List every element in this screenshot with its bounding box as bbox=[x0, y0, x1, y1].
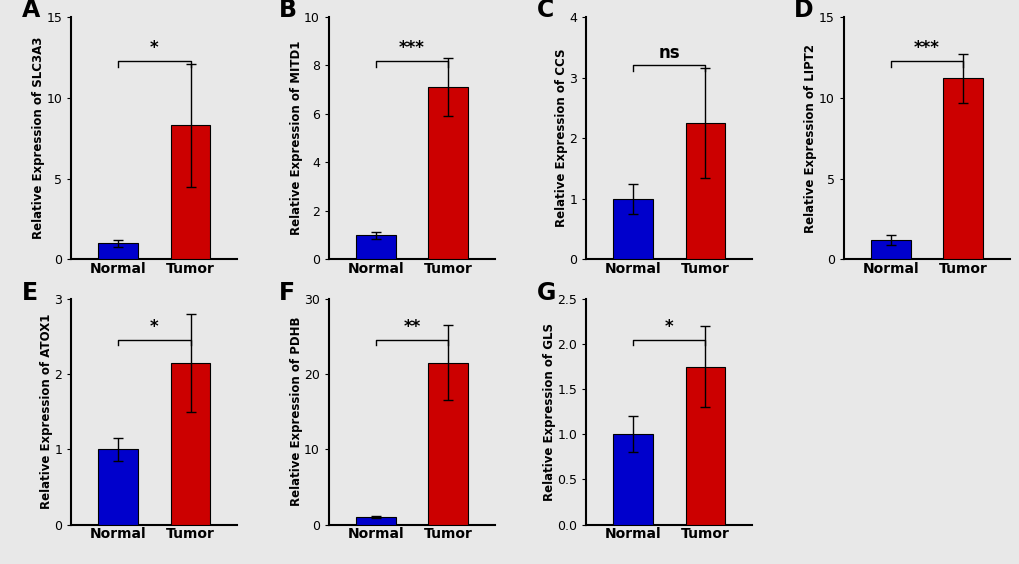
Bar bbox=[428, 363, 468, 525]
Text: ns: ns bbox=[658, 44, 680, 62]
Text: B: B bbox=[279, 0, 297, 21]
Bar bbox=[170, 125, 210, 259]
Bar bbox=[685, 367, 725, 525]
Bar bbox=[612, 434, 652, 525]
Y-axis label: Relative Expression of ATOX1: Relative Expression of ATOX1 bbox=[40, 314, 53, 509]
Bar bbox=[428, 87, 468, 259]
Bar bbox=[612, 199, 652, 259]
Text: E: E bbox=[21, 281, 38, 305]
Y-axis label: Relative Expression of SLC3A3: Relative Expression of SLC3A3 bbox=[32, 37, 45, 239]
Bar bbox=[356, 235, 395, 259]
Text: ***: *** bbox=[398, 39, 424, 57]
Text: A: A bbox=[21, 0, 40, 21]
Text: D: D bbox=[793, 0, 813, 21]
Bar bbox=[99, 450, 138, 525]
Bar bbox=[99, 243, 138, 259]
Y-axis label: Relative Expression of GLS: Relative Expression of GLS bbox=[542, 323, 555, 501]
Text: ***: *** bbox=[913, 39, 938, 57]
Y-axis label: Relative Expression of PDHB: Relative Expression of PDHB bbox=[289, 317, 303, 506]
Text: *: * bbox=[150, 318, 159, 336]
Y-axis label: Relative Expression of CCS: Relative Expression of CCS bbox=[554, 49, 568, 227]
Text: C: C bbox=[536, 0, 553, 21]
Text: G: G bbox=[536, 281, 555, 305]
Y-axis label: Relative Expression of MITD1: Relative Expression of MITD1 bbox=[289, 41, 303, 235]
Bar bbox=[356, 517, 395, 525]
Bar bbox=[170, 363, 210, 525]
Bar bbox=[943, 78, 981, 259]
Bar bbox=[870, 240, 910, 259]
Text: *: * bbox=[150, 39, 159, 57]
Text: **: ** bbox=[403, 318, 420, 336]
Text: *: * bbox=[664, 318, 673, 336]
Text: F: F bbox=[279, 281, 294, 305]
Y-axis label: Relative Expression of LIPT2: Relative Expression of LIPT2 bbox=[804, 43, 816, 233]
Bar bbox=[685, 123, 725, 259]
